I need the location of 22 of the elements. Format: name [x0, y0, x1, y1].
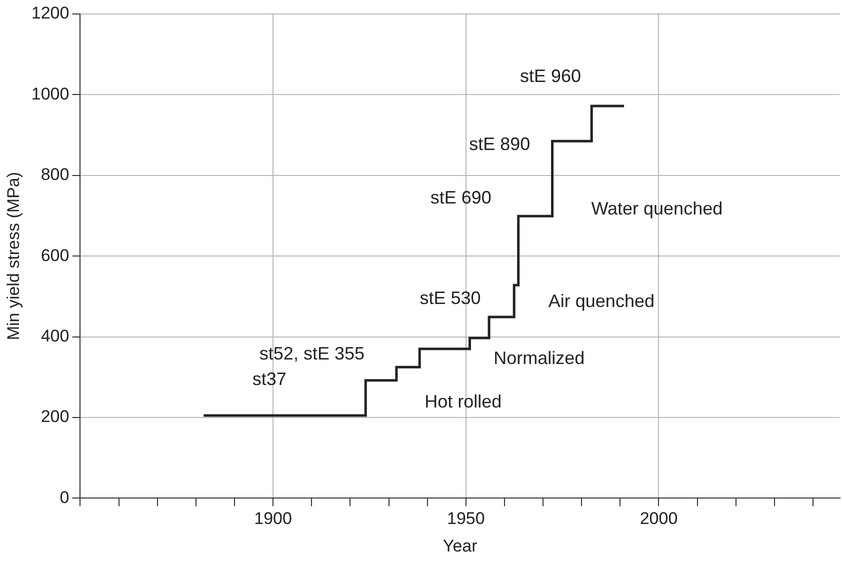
annotation: Water quenched	[591, 198, 723, 219]
annotation: stE 960	[520, 66, 582, 86]
x-tick-label: 1950	[446, 509, 485, 528]
annotation: Normalized	[494, 348, 585, 368]
y-tick-label: 1000	[31, 84, 70, 104]
y-tick-label: 1200	[31, 4, 70, 23]
x-axis-title: Year	[442, 536, 478, 556]
x-tick-label: 2000	[640, 509, 678, 528]
y-tick-label: 800	[40, 165, 70, 184]
y-tick-label: 400	[40, 326, 70, 346]
annotation: stE 690	[430, 187, 492, 208]
annotation: stE 530	[420, 288, 481, 308]
annotation: stE 890	[469, 134, 530, 154]
annotation: st37	[252, 369, 286, 390]
annotation: st52, stE 355	[259, 343, 364, 364]
y-tick-label: 200	[40, 407, 70, 426]
annotation: Hot rolled	[424, 391, 502, 412]
annotation: Air quenched	[548, 291, 654, 312]
y-tick-label: 0	[60, 488, 70, 507]
y-axis-title: Min yield stress (MPa)	[4, 172, 23, 340]
y-tick-label: 600	[40, 246, 70, 265]
x-tick-label: 1900	[254, 509, 292, 528]
